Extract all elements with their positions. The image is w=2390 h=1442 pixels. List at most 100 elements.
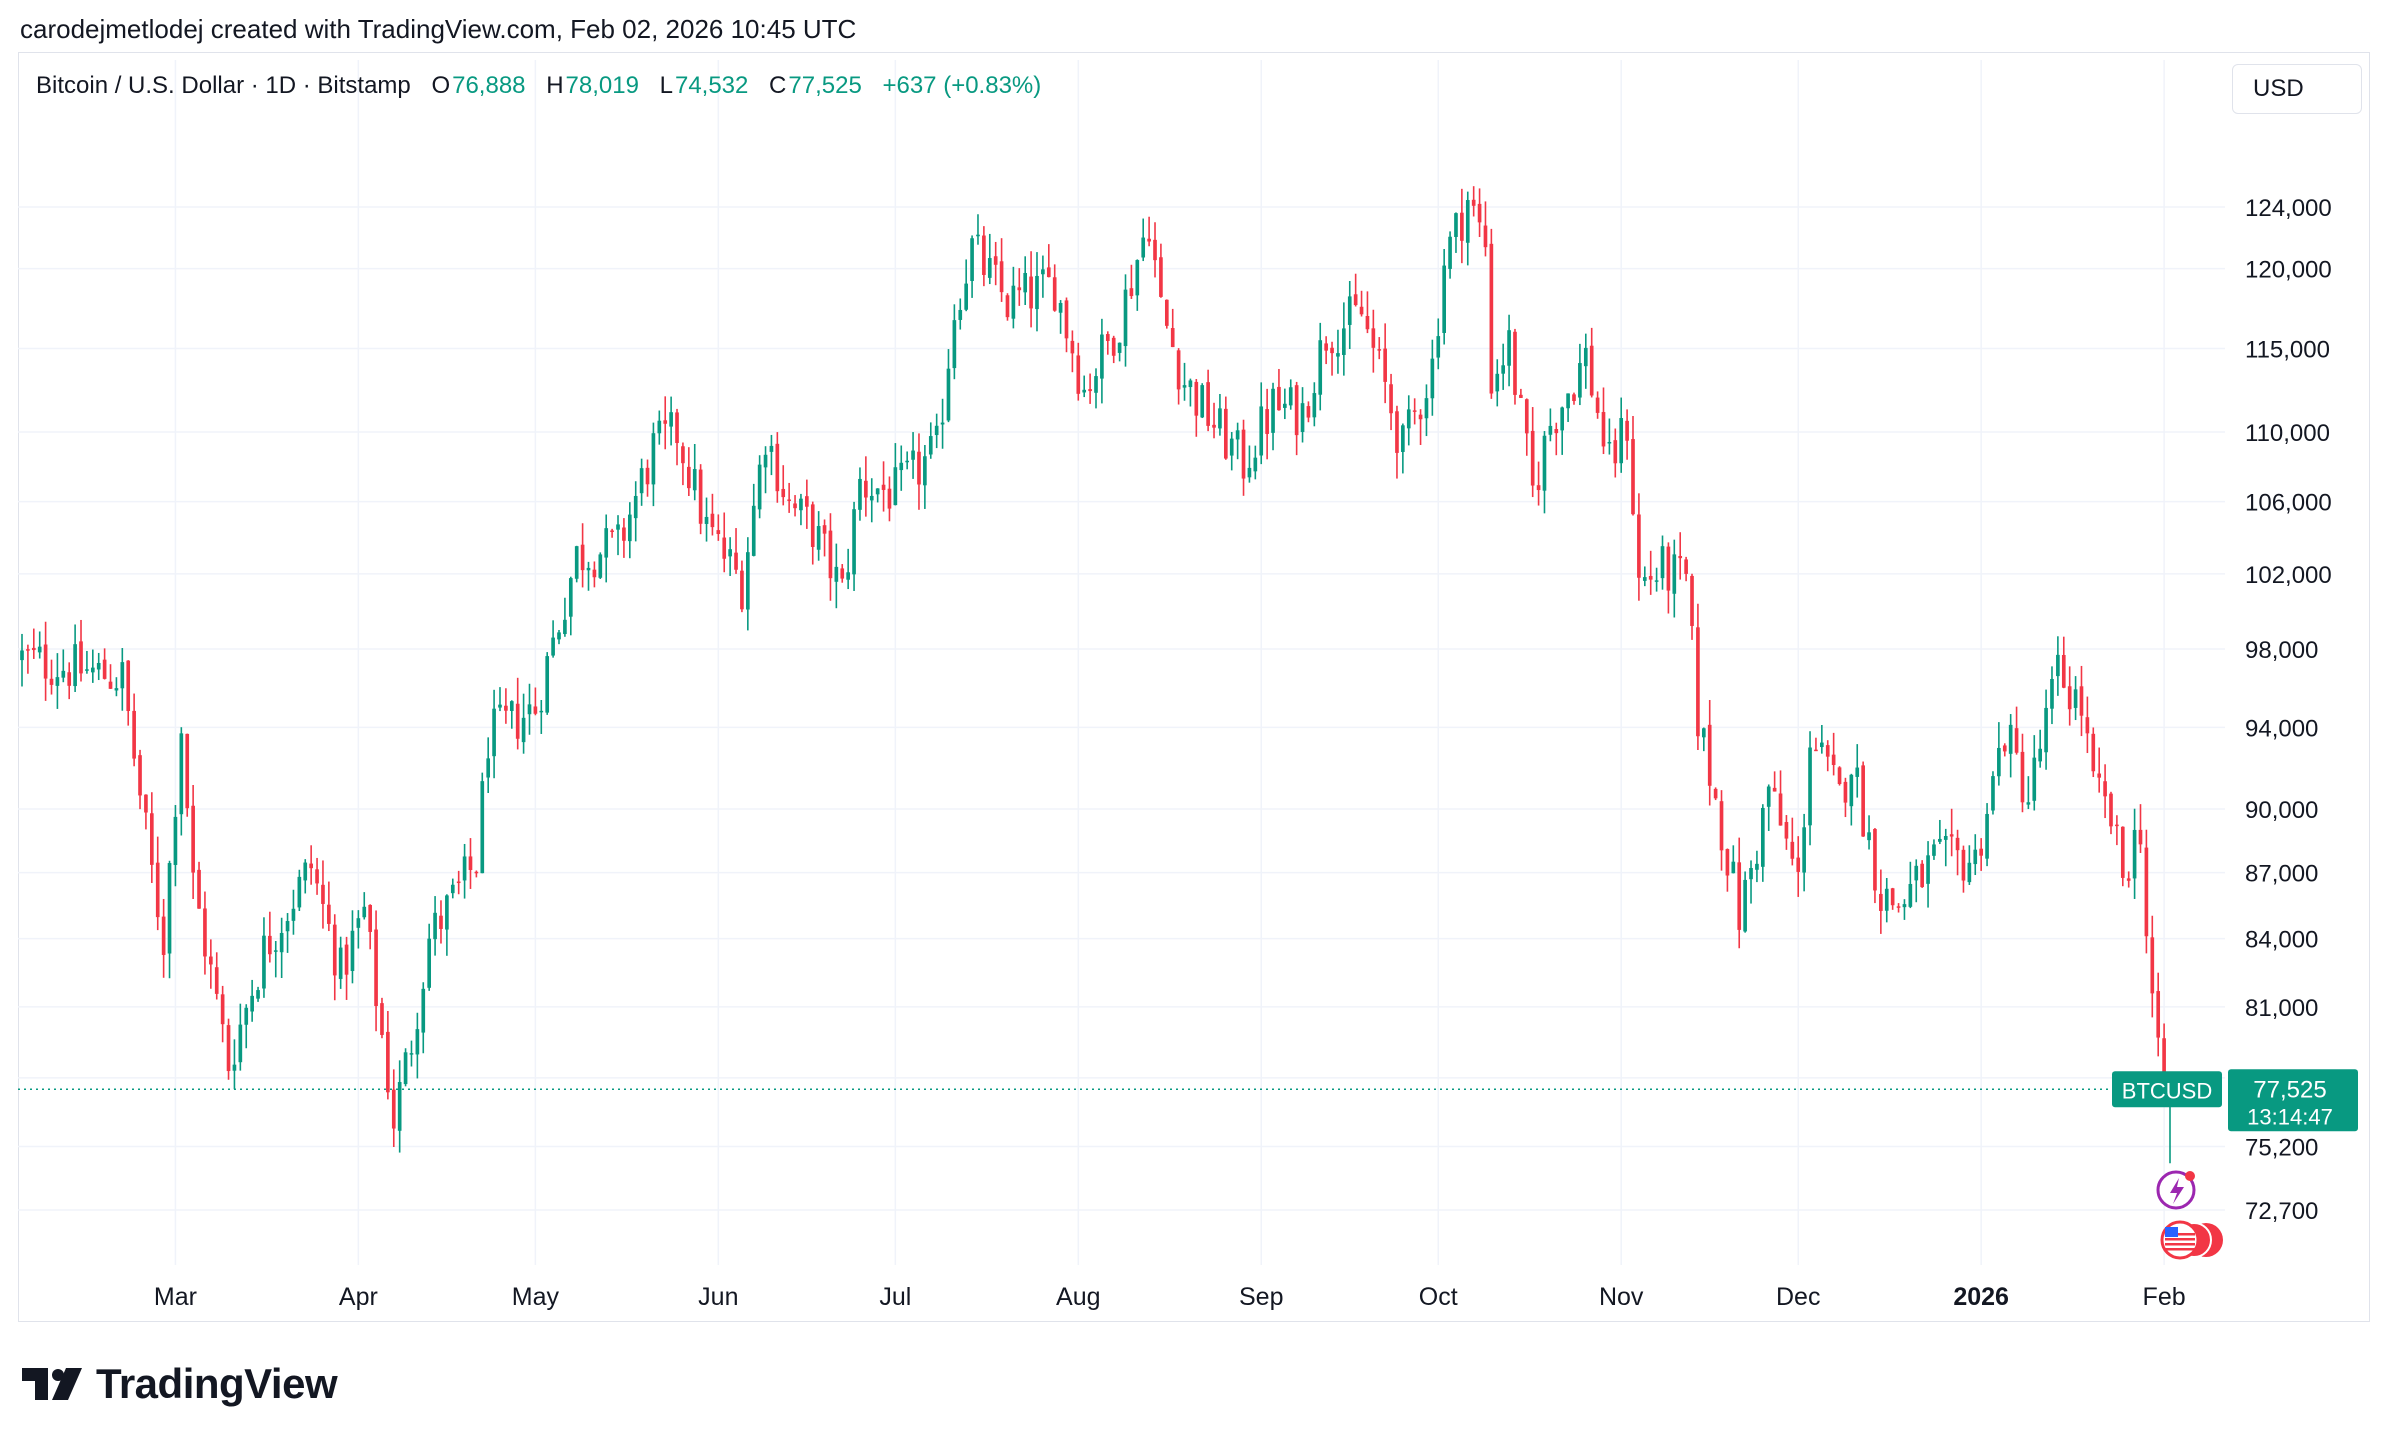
candle [1631, 416, 1635, 516]
candle [1849, 773, 1854, 826]
candle [1855, 744, 1860, 798]
candle [1820, 725, 1824, 754]
candle [1943, 828, 1948, 867]
candle-body [834, 566, 839, 582]
candle-body [1312, 393, 1317, 418]
candle [1460, 188, 1464, 264]
candle [1082, 375, 1087, 398]
y-tick-label: 110,000 [2245, 420, 2330, 447]
candle-body [911, 450, 915, 460]
candle-body [881, 484, 886, 490]
candle [805, 479, 809, 529]
candle-body [1902, 904, 1907, 908]
currency-button[interactable]: USD [2232, 64, 2362, 114]
candle [344, 936, 349, 1000]
candle-body [899, 462, 904, 471]
candle [214, 952, 219, 1000]
candle-body [1955, 837, 1960, 851]
candle [2032, 735, 2037, 811]
candle-body [2097, 773, 2102, 778]
lightning-event-icon[interactable] [2156, 1170, 2196, 1210]
candle [2132, 808, 2137, 899]
candle-body [2162, 1038, 2166, 1075]
candle [521, 693, 526, 754]
candle-body [1383, 348, 1387, 382]
candle-body [315, 869, 319, 884]
candle-body [262, 935, 266, 989]
candle [1365, 291, 1370, 334]
candle [273, 940, 278, 978]
candle [598, 552, 603, 579]
candle-body [1867, 832, 1871, 841]
candle-body [1359, 306, 1364, 315]
candle-body [970, 238, 974, 281]
candle [1961, 845, 1966, 893]
candle-body [1743, 879, 1747, 932]
candle [976, 214, 980, 245]
candle [1377, 337, 1382, 360]
candle-body [1041, 269, 1045, 275]
tradingview-logo[interactable]: TradingView [22, 1360, 338, 1408]
candle [1046, 244, 1051, 278]
candle-body [1849, 774, 1854, 807]
candle-body [716, 530, 721, 535]
candle-body [1377, 349, 1382, 351]
candle-body [391, 1089, 396, 1129]
candle [1182, 362, 1187, 401]
candle [2109, 791, 2113, 835]
candle [1678, 532, 1683, 580]
candle [2085, 696, 2090, 754]
candle [167, 860, 172, 979]
candle-body [651, 433, 656, 485]
candle-body [114, 688, 119, 691]
candle [740, 560, 744, 613]
candle-body [1430, 358, 1435, 399]
candle [799, 493, 803, 526]
candle [793, 495, 797, 517]
candle [403, 1048, 408, 1087]
high-label: H [546, 72, 564, 99]
candle-body [1613, 440, 1618, 464]
candle-body [1884, 888, 1889, 911]
symbol-price-tag[interactable] [2112, 1071, 2222, 1108]
candle-body [1808, 747, 1812, 826]
candle-body [73, 644, 77, 687]
us-economic-event-icon[interactable] [2160, 1220, 2223, 1260]
candle [2156, 972, 2161, 1057]
candle-body [734, 552, 738, 570]
candle [285, 913, 290, 953]
candle [1147, 216, 1151, 247]
candle-body [1908, 883, 1913, 907]
candle [120, 648, 125, 711]
candle [1489, 228, 1494, 399]
candle [49, 659, 54, 695]
candle-body [1005, 295, 1010, 318]
candle-body [79, 641, 83, 674]
candle [1347, 280, 1352, 349]
candle [1389, 373, 1393, 431]
candle [1342, 302, 1346, 376]
candle [1867, 815, 1871, 850]
candle-body [126, 660, 131, 711]
candle-body [1365, 315, 1370, 330]
candle-body [1465, 200, 1470, 243]
candle [1696, 603, 1700, 751]
candle [504, 688, 508, 724]
candle [539, 699, 544, 734]
candle-body [1029, 276, 1033, 309]
candle [456, 870, 461, 895]
candle-body [2150, 937, 2155, 994]
candle [864, 456, 868, 517]
candle-body [2126, 878, 2131, 881]
candle-body [2014, 728, 2019, 753]
candle-body [1489, 243, 1494, 394]
candle [1589, 327, 1594, 398]
candle [409, 1040, 414, 1067]
candle [2138, 804, 2143, 854]
candle-body [515, 703, 520, 739]
symbol-description[interactable]: Bitcoin / U.S. Dollar · 1D · Bitstamp [36, 72, 411, 99]
candle [987, 233, 992, 285]
candle-body [1318, 340, 1323, 395]
